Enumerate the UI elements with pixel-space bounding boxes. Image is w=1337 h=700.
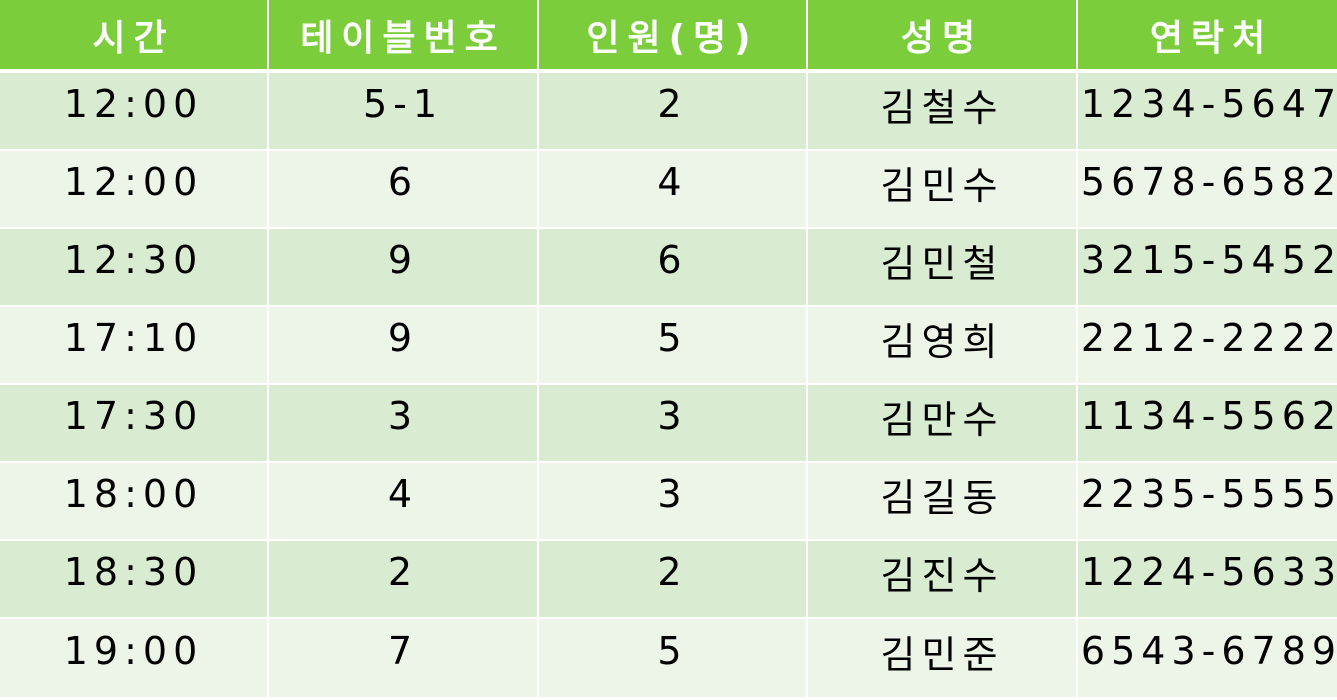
cell-name: 김민철 (808, 229, 1076, 307)
cell-contact: 2212-2222 (1078, 307, 1337, 385)
cell-party-size: 2 (539, 73, 806, 151)
cell-time: 17:30 (0, 385, 267, 463)
cell-party-size: 4 (539, 151, 806, 229)
cell-party-size: 5 (539, 307, 806, 385)
cell-time: 17:10 (0, 307, 267, 385)
cell-name: 김민준 (808, 619, 1076, 699)
cell-name: 김철수 (808, 73, 1076, 151)
cell-name: 김길동 (808, 463, 1076, 541)
header-party-size: 인원(명) (539, 0, 806, 73)
cell-contact: 5678-6582 (1078, 151, 1337, 229)
cell-party-size: 6 (539, 229, 806, 307)
cell-table-number: 9 (269, 307, 537, 385)
cell-contact: 1234-5647 (1078, 73, 1337, 151)
cell-table-number: 6 (269, 151, 537, 229)
cell-time: 18:00 (0, 463, 267, 541)
header-time: 시간 (0, 0, 267, 73)
cell-name: 김영희 (808, 307, 1076, 385)
header-table-number: 테이블번호 (269, 0, 537, 73)
cell-table-number: 3 (269, 385, 537, 463)
cell-name: 김만수 (808, 385, 1076, 463)
cell-time: 12:30 (0, 229, 267, 307)
cell-party-size: 2 (539, 541, 806, 619)
header-contact: 연락처 (1078, 0, 1337, 73)
cell-name: 김진수 (808, 541, 1076, 619)
cell-table-number: 2 (269, 541, 537, 619)
cell-time: 12:00 (0, 151, 267, 229)
cell-contact: 1224-5633 (1078, 541, 1337, 619)
cell-name: 김민수 (808, 151, 1076, 229)
header-name: 성명 (808, 0, 1076, 73)
cell-table-number: 9 (269, 229, 537, 307)
cell-time: 18:30 (0, 541, 267, 619)
cell-time: 12:00 (0, 73, 267, 151)
cell-party-size: 3 (539, 463, 806, 541)
cell-contact: 2235-5555 (1078, 463, 1337, 541)
cell-table-number: 7 (269, 619, 537, 699)
cell-contact: 3215-5452 (1078, 229, 1337, 307)
cell-table-number: 5-1 (269, 73, 537, 151)
cell-time: 19:00 (0, 619, 267, 699)
cell-party-size: 5 (539, 619, 806, 699)
cell-contact: 1134-5562 (1078, 385, 1337, 463)
cell-party-size: 3 (539, 385, 806, 463)
cell-table-number: 4 (269, 463, 537, 541)
cell-contact: 6543-6789 (1078, 619, 1337, 699)
